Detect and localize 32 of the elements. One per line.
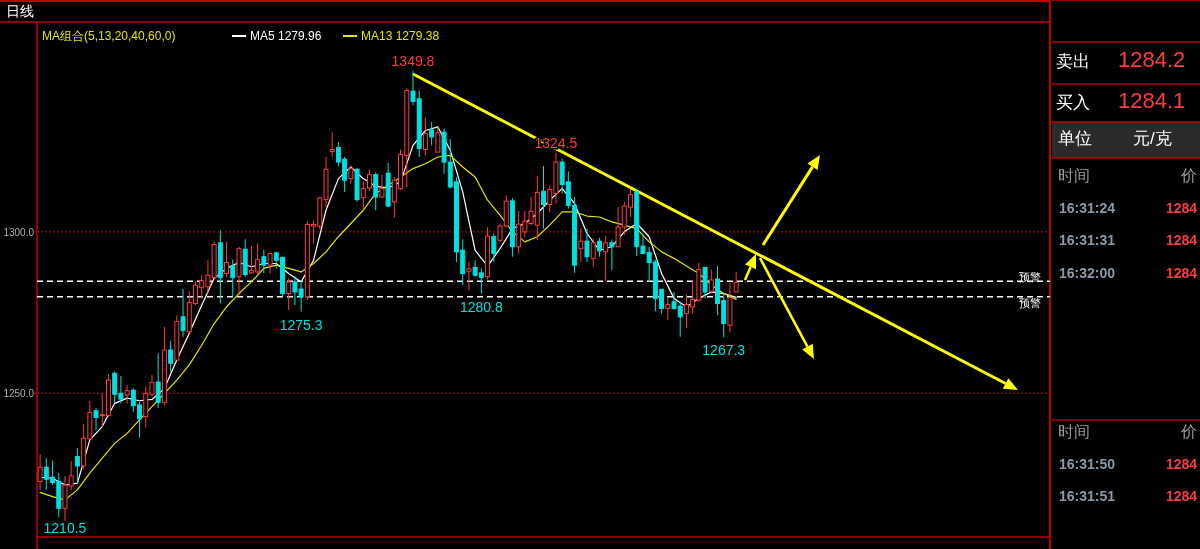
text: 时间: [1058, 167, 1090, 184]
ref-line-label: 预警: [1019, 296, 1041, 309]
text: 元/克: [1133, 129, 1172, 148]
text: 价: [1180, 167, 1197, 184]
text: 买入: [1056, 93, 1090, 112]
text: 1284: [1166, 456, 1198, 472]
text: 单位: [1058, 129, 1092, 148]
y-tick-label: 1250.0: [3, 388, 35, 400]
annotation: 1210.5: [43, 520, 87, 536]
chart-title: 日线: [6, 3, 34, 19]
annotation: 1275.3: [279, 316, 323, 333]
annotation: 1349.8: [391, 53, 435, 70]
text: 1284: [1166, 265, 1198, 281]
y-tick-label: 1300.0: [3, 226, 35, 238]
text: 卖出: [1056, 52, 1090, 71]
text: 16:31:31: [1059, 232, 1116, 248]
annotation: 1267.3: [702, 342, 746, 359]
legend-label: MA5 1279.96: [250, 29, 322, 43]
annotation: 1280.8: [459, 298, 503, 315]
text: 1284: [1166, 488, 1198, 504]
text: 16:31:51: [1059, 488, 1116, 504]
text: MA组合(5,13,20,40,60,0): [42, 29, 176, 43]
text: 16:31:50: [1059, 456, 1116, 472]
text: 价: [1180, 423, 1197, 440]
text: 1284.2: [1118, 47, 1186, 72]
text: 时间: [1058, 423, 1090, 440]
text: 16:32:00: [1059, 265, 1116, 281]
text: 1284.1: [1118, 88, 1186, 113]
legend-label: MA13 1279.38: [361, 29, 440, 43]
text: 1284: [1166, 232, 1198, 248]
text: 16:31:24: [1059, 200, 1116, 216]
text: 1284: [1166, 200, 1198, 216]
